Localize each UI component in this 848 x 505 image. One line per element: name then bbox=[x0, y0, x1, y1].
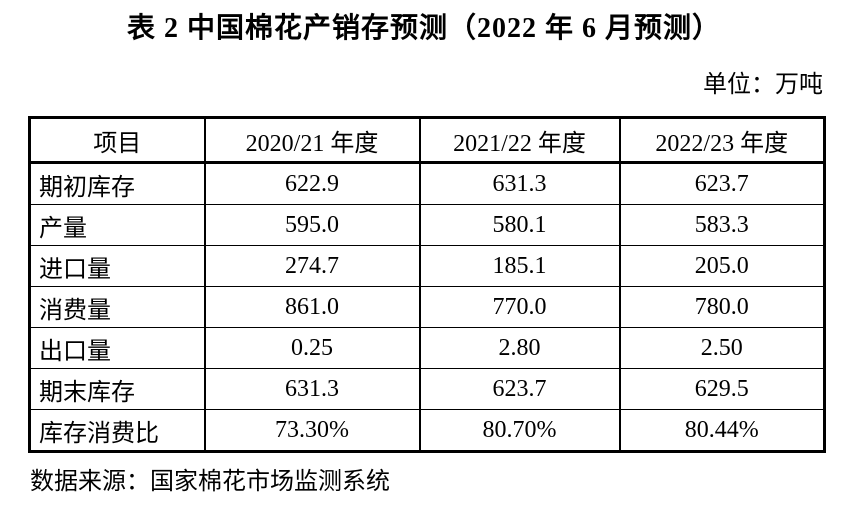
cell: 623.7 bbox=[618, 162, 826, 205]
table-header-row: 项目 2020/21 年度 2021/22 年度 2022/23 年度 bbox=[28, 117, 826, 164]
cell: 780.0 bbox=[618, 286, 826, 328]
table-row: 期末库存 631.3 623.7 629.5 bbox=[28, 368, 826, 410]
cell: 2.80 bbox=[418, 327, 621, 369]
cell: 80.70% bbox=[418, 409, 621, 452]
row-label: 产量 bbox=[28, 204, 206, 246]
cell: 80.44% bbox=[618, 409, 826, 452]
cell: 623.7 bbox=[418, 368, 621, 410]
table-row: 期初库存 622.9 631.3 623.7 bbox=[28, 162, 826, 205]
cell: 631.3 bbox=[203, 368, 421, 410]
column-header-2022-23: 2022/23 年度 bbox=[618, 117, 826, 164]
cell: 629.5 bbox=[618, 368, 826, 410]
column-header-item: 项目 bbox=[28, 117, 206, 164]
cell: 185.1 bbox=[418, 245, 621, 287]
column-header-2021-22: 2021/22 年度 bbox=[418, 117, 621, 164]
cell: 622.9 bbox=[203, 162, 421, 205]
cell: 2.50 bbox=[618, 327, 826, 369]
row-label: 期初库存 bbox=[28, 162, 206, 205]
cell: 583.3 bbox=[618, 204, 826, 246]
table-row: 进口量 274.7 185.1 205.0 bbox=[28, 245, 826, 287]
table-row: 消费量 861.0 770.0 780.0 bbox=[28, 286, 826, 328]
row-label: 出口量 bbox=[28, 327, 206, 369]
row-label: 库存消费比 bbox=[28, 409, 206, 452]
column-header-2020-21: 2020/21 年度 bbox=[203, 117, 421, 164]
table-row: 出口量 0.25 2.80 2.50 bbox=[28, 327, 826, 369]
row-label: 进口量 bbox=[28, 245, 206, 287]
cell: 595.0 bbox=[203, 204, 421, 246]
cell: 580.1 bbox=[418, 204, 621, 246]
table-title: 表 2 中国棉花产销存预测（2022 年 6 月预测） bbox=[126, 13, 721, 44]
row-label: 期末库存 bbox=[28, 368, 206, 410]
cell: 770.0 bbox=[418, 286, 621, 328]
cell: 274.7 bbox=[203, 245, 421, 287]
cell: 861.0 bbox=[203, 286, 421, 328]
cell: 205.0 bbox=[618, 245, 826, 287]
table-row: 产量 595.0 580.1 583.3 bbox=[28, 204, 826, 246]
table-row: 库存消费比 73.30% 80.70% 80.44% bbox=[28, 409, 826, 452]
row-label: 消费量 bbox=[28, 286, 206, 328]
data-source-note: 数据来源：国家棉花市场监测系统 bbox=[30, 469, 390, 495]
cell: 73.30% bbox=[203, 409, 421, 452]
cell: 631.3 bbox=[418, 162, 621, 205]
cell: 0.25 bbox=[203, 327, 421, 369]
unit-label: 单位：万吨 bbox=[703, 72, 823, 98]
cotton-forecast-table: 项目 2020/21 年度 2021/22 年度 2022/23 年度 期初库存… bbox=[28, 116, 826, 453]
